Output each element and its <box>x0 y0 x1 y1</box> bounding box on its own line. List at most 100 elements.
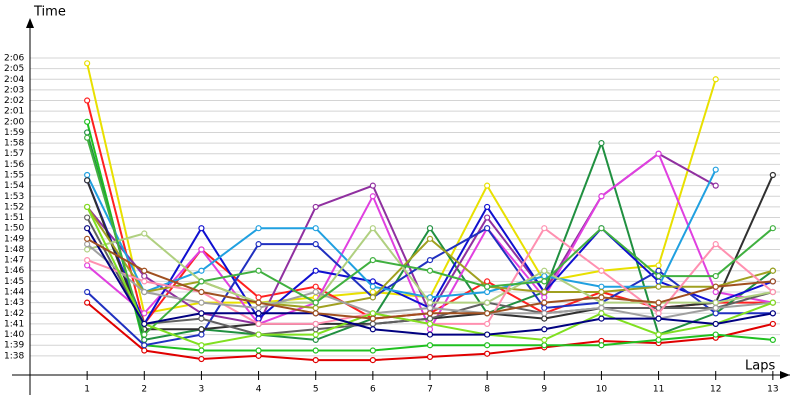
point <box>312 310 319 317</box>
point <box>484 310 491 317</box>
point <box>84 225 91 232</box>
point <box>255 347 262 354</box>
point <box>198 310 205 317</box>
point <box>198 299 205 306</box>
point <box>598 294 605 301</box>
point <box>484 214 491 221</box>
y-tick-label: 1:43 <box>4 298 24 308</box>
point <box>369 320 376 328</box>
point <box>255 310 262 317</box>
point <box>598 193 605 200</box>
point <box>84 203 91 211</box>
x-tick-label: 8 <box>484 385 490 395</box>
point <box>598 225 605 232</box>
point <box>769 336 776 343</box>
y-tick-label: 1:47 <box>4 256 24 266</box>
y-tick-label: 1:44 <box>4 288 24 298</box>
point <box>84 129 91 136</box>
point <box>312 288 319 296</box>
point <box>141 272 148 280</box>
point <box>84 241 91 248</box>
point <box>541 326 548 333</box>
point <box>598 267 605 274</box>
point <box>769 267 776 274</box>
y-tick-label: 2:02 <box>4 96 24 106</box>
point <box>369 326 376 333</box>
point <box>712 182 719 189</box>
point <box>484 320 491 328</box>
point <box>141 320 148 328</box>
point <box>255 331 262 338</box>
y-tick-label: 1:45 <box>4 277 24 287</box>
point <box>312 336 319 343</box>
y-tick-label: 1:40 <box>4 330 24 340</box>
point <box>312 241 319 248</box>
y-tick-label: 1:42 <box>4 309 24 319</box>
x-tick-label: 4 <box>256 385 262 395</box>
point <box>712 310 719 317</box>
x-axis-label: Laps <box>745 359 775 374</box>
point <box>198 347 205 354</box>
point <box>769 288 776 296</box>
point <box>369 357 376 364</box>
point <box>484 182 491 189</box>
y-tick-label: 1:58 <box>4 139 24 149</box>
point <box>369 225 376 232</box>
point <box>84 118 91 125</box>
point <box>255 225 262 232</box>
point <box>541 288 548 296</box>
point <box>312 283 319 290</box>
point <box>426 299 434 306</box>
point <box>541 267 548 274</box>
x-tick-label: 2 <box>141 385 147 395</box>
point <box>712 304 719 312</box>
point <box>426 225 434 232</box>
point <box>141 267 148 274</box>
point <box>84 288 91 296</box>
point <box>84 262 91 269</box>
point <box>198 355 205 363</box>
y-tick-label: 1:41 <box>4 319 24 329</box>
point <box>255 352 262 359</box>
point <box>312 320 319 328</box>
point <box>655 299 662 306</box>
point <box>312 225 319 232</box>
point <box>541 342 548 349</box>
y-arrow <box>26 18 34 28</box>
y-tick-label: 2:03 <box>4 85 24 95</box>
point <box>541 299 548 306</box>
point <box>141 336 148 343</box>
point <box>712 76 719 83</box>
point <box>655 310 662 317</box>
point <box>426 304 434 312</box>
x-tick-label: 7 <box>427 385 433 395</box>
point <box>141 331 148 338</box>
point <box>598 304 605 312</box>
point <box>198 342 205 349</box>
point <box>426 235 434 242</box>
y-tick-label: 1:54 <box>4 181 24 191</box>
y-tick-label: 2:00 <box>4 117 24 127</box>
point <box>712 299 719 306</box>
point <box>655 315 662 322</box>
point <box>655 267 662 274</box>
point <box>198 267 205 274</box>
point <box>598 310 605 317</box>
x-tick-label: 3 <box>199 385 205 395</box>
point <box>426 310 434 317</box>
point <box>369 294 376 301</box>
point <box>541 225 548 232</box>
y-axis-label: Time <box>33 5 66 20</box>
y-tick-label: 2:06 <box>4 53 24 63</box>
y-tick-label: 1:49 <box>4 234 24 244</box>
point <box>712 283 719 290</box>
y-tick-label: 2:01 <box>4 107 24 117</box>
point <box>426 326 434 333</box>
point <box>369 182 376 189</box>
point <box>141 230 148 237</box>
point <box>426 331 434 338</box>
point <box>369 283 376 290</box>
point <box>141 347 148 354</box>
point <box>369 347 376 354</box>
x-tick-label: 1 <box>84 385 90 395</box>
